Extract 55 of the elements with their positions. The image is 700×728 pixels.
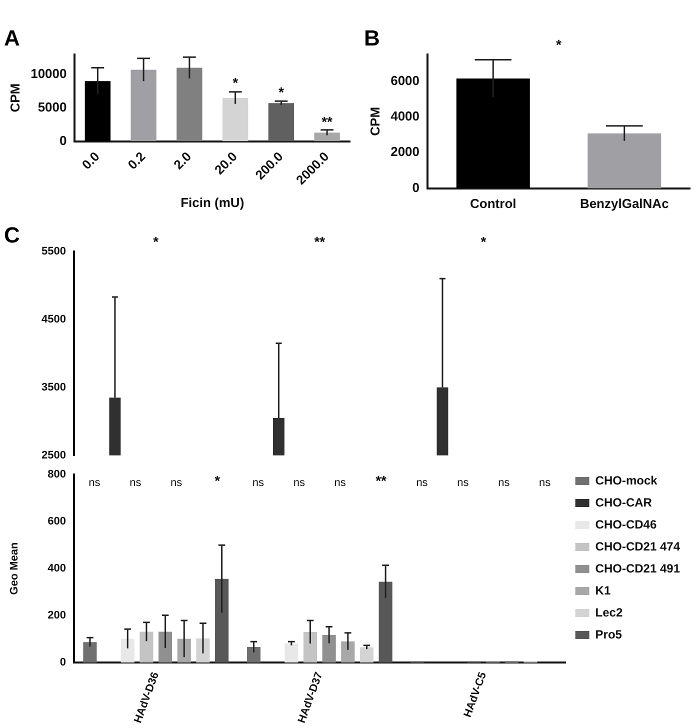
y-tick-label: 2000 (390, 144, 420, 160)
annotation: ns (457, 477, 470, 490)
annotation: ns (130, 477, 142, 490)
annotation: ns (252, 477, 265, 490)
x-tick-label: BenzylGalNAc (580, 196, 669, 211)
y-tick-label: 0 (60, 656, 66, 669)
annotation: ** (376, 472, 388, 488)
x-axis-title: Ficin (mU) (180, 194, 244, 210)
x-tick-label: Control (470, 196, 516, 211)
y-axis-title: CPM (367, 106, 382, 136)
y-tick-label: 200 (48, 610, 66, 622)
y-axis-title: Geo Mean (8, 542, 21, 595)
y-tick-label: 600 (48, 516, 66, 528)
annotation: ns (170, 477, 183, 490)
chart-title: A (4, 25, 20, 50)
y-tick-label: 4500 (42, 313, 66, 326)
legend-label: K1 (595, 583, 611, 598)
x-tick-label: 0.2 (124, 148, 148, 172)
legend-label: Lec2 (595, 605, 623, 620)
y-axis-title: CPM (7, 83, 22, 112)
y-tick-label: 0 (412, 180, 420, 195)
legend-label: CHO-CD21 474 (595, 539, 680, 554)
annotation: ns (293, 477, 306, 490)
text: ** (314, 233, 326, 250)
legend-label: CHO-mock (595, 473, 658, 488)
annotation: ns (88, 477, 101, 490)
y-tick-label: 4000 (390, 108, 420, 124)
y-tick-label: 6000 (390, 72, 420, 88)
y-tick-label: 800 (48, 468, 66, 481)
annotation: ns (334, 477, 346, 490)
annotation: ns (498, 477, 510, 490)
text: * (480, 233, 487, 250)
y-tick-label: 5000 (38, 99, 67, 114)
y-tick-label: 5500 (42, 245, 66, 258)
text: * (556, 36, 562, 52)
annotation: ns (416, 477, 428, 490)
x-tick-label: 0.0 (78, 148, 102, 172)
y-tick-label: 400 (48, 562, 66, 575)
legend-label: CHO-CD21 491 (595, 561, 680, 576)
legend-label: CHO-CD46 (595, 517, 657, 532)
chart-title: B (364, 25, 380, 50)
annotation: * (232, 74, 239, 90)
text: * (153, 233, 160, 250)
y-tick-label: 0 (60, 132, 67, 148)
chart-title: C (4, 222, 20, 248)
legend-label: Pro5 (595, 627, 622, 642)
y-tick-label: 10000 (30, 66, 67, 82)
annotation: * (214, 472, 221, 488)
annotation: ** (322, 113, 334, 130)
annotation: ns (539, 477, 552, 490)
x-tick-label: 2.0 (170, 148, 194, 172)
y-tick-label: 3500 (42, 381, 66, 394)
y-tick-label: 2500 (42, 449, 66, 462)
annotation: * (278, 84, 284, 100)
legend-label: CHO-CAR (595, 495, 652, 510)
